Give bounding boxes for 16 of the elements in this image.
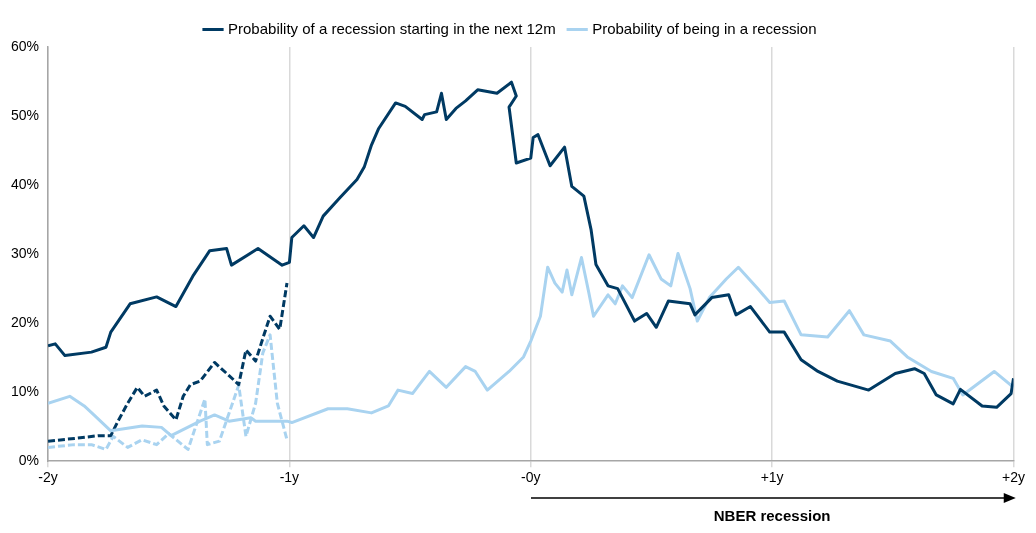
y-tick-label: 50% [10, 106, 40, 123]
y-tick-label: 60% [10, 37, 40, 54]
legend-label: Probability of a recession starting in the next 12m [228, 19, 556, 37]
x-tick-label: -1y [279, 469, 300, 486]
x-tick-label: -0y [521, 469, 541, 486]
legend-label: Probability of being in a recession [592, 19, 817, 37]
y-tick-label: 20% [10, 313, 40, 330]
y-tick-label: 10% [10, 383, 40, 400]
line-series [48, 281, 289, 443]
text: NBER recession [712, 507, 832, 524]
x-tick-label: +1y [760, 469, 784, 486]
y-tick-label: 40% [10, 175, 40, 192]
y-tick-label: 30% [10, 244, 40, 261]
x-tick-label: +2y [1002, 469, 1025, 486]
y-tick-label: 0% [18, 452, 40, 469]
x-tick-label: -2y [38, 469, 58, 486]
